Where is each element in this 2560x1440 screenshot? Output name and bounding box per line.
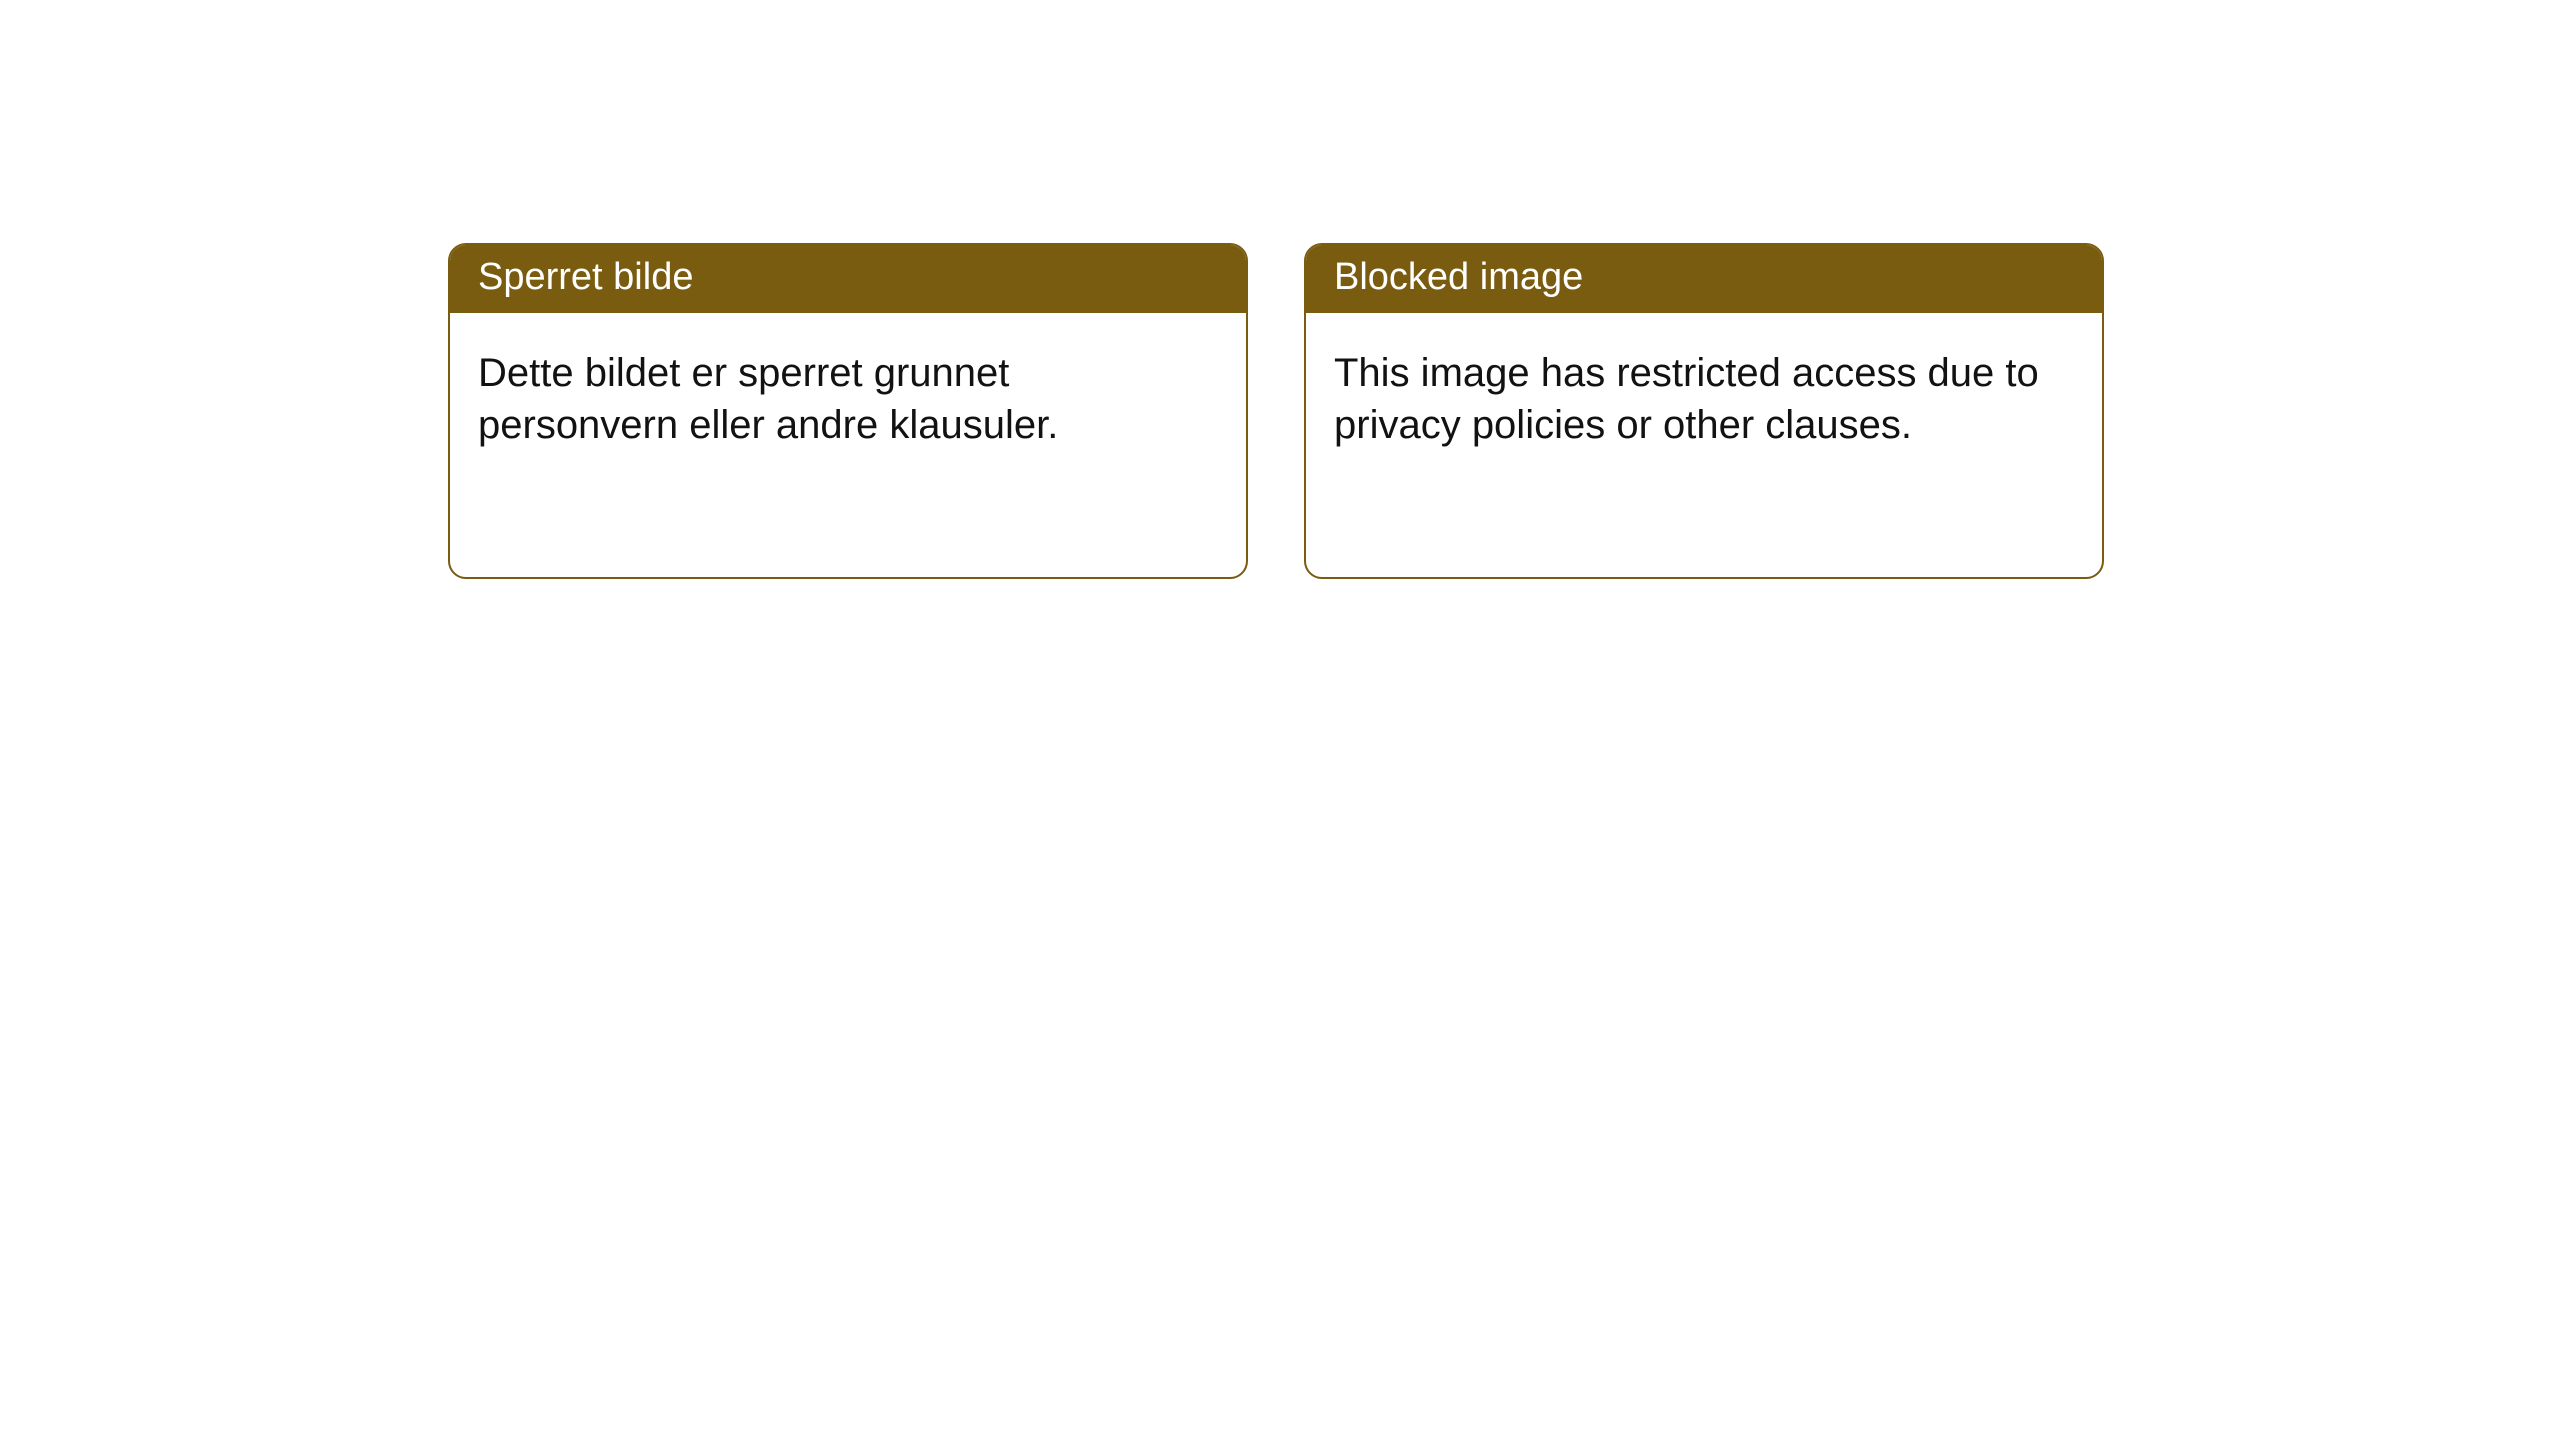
notice-header: Sperret bilde xyxy=(450,245,1246,313)
notice-body: Dette bildet er sperret grunnet personve… xyxy=(450,313,1246,479)
notice-box-norwegian: Sperret bilde Dette bildet er sperret gr… xyxy=(448,243,1248,579)
notice-container: Sperret bilde Dette bildet er sperret gr… xyxy=(0,0,2560,579)
notice-body: This image has restricted access due to … xyxy=(1306,313,2102,479)
notice-box-english: Blocked image This image has restricted … xyxy=(1304,243,2104,579)
notice-header: Blocked image xyxy=(1306,245,2102,313)
